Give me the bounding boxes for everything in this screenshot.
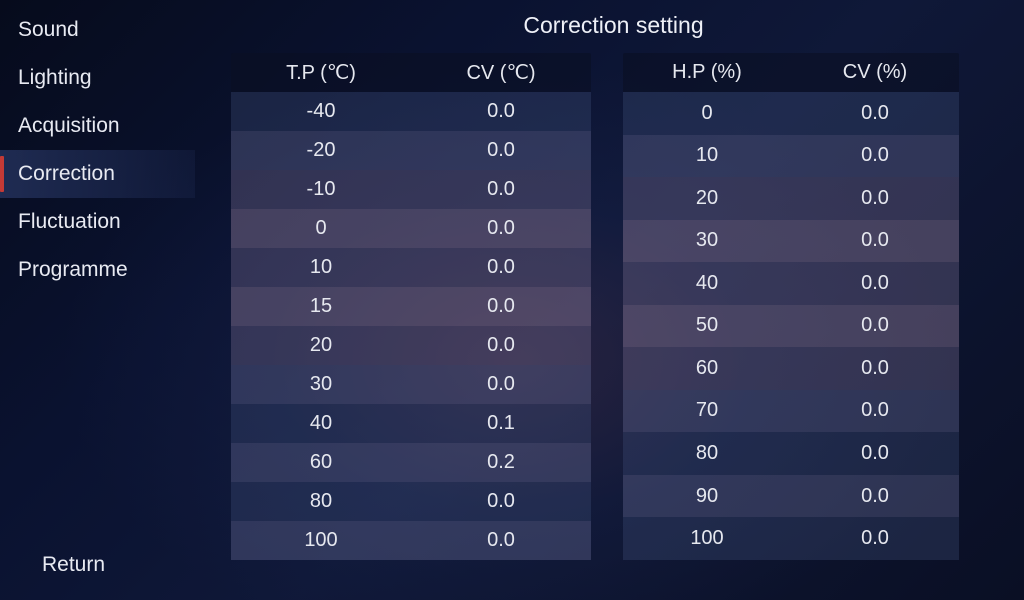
table-cell[interactable]: 10 [231,248,411,287]
table-cell[interactable]: 50 [623,305,791,348]
sidebar-item-label: Lighting [18,66,92,89]
table-cell[interactable]: 0.0 [791,347,959,390]
table-cell[interactable]: 0.0 [791,92,959,135]
table-cell[interactable]: 0.0 [791,220,959,263]
humidity-table: H.P (%) CV (%) 00.0100.0200.0300.0400.05… [623,53,959,560]
table-row[interactable]: 200.0 [231,326,591,365]
table-cell[interactable]: -20 [231,131,411,170]
table-row[interactable]: 150.0 [231,287,591,326]
return-wrap: Return [0,530,195,600]
sidebar-item-sound[interactable]: Sound [0,6,195,54]
table-cell[interactable]: 40 [231,404,411,443]
sidebar-item-correction[interactable]: Correction [0,150,195,198]
sidebar-item-label: Acquisition [18,114,120,137]
table-cell[interactable]: 0.0 [791,390,959,433]
table-cell[interactable]: 30 [231,365,411,404]
table-cell[interactable]: 0.2 [411,443,591,482]
table-cell[interactable]: 20 [231,326,411,365]
sidebar-item-lighting[interactable]: Lighting [0,54,195,102]
table-cell[interactable]: -40 [231,92,411,131]
table-row[interactable]: 600.2 [231,443,591,482]
table-row[interactable]: -400.0 [231,92,591,131]
table-cell[interactable]: 0.0 [411,209,591,248]
table-row[interactable]: 200.0 [623,177,959,220]
return-button[interactable]: Return [42,553,105,577]
table-cell[interactable]: 40 [623,262,791,305]
table-cell[interactable]: 0.0 [791,135,959,178]
table-cell[interactable]: 0.0 [411,92,591,131]
table-cell[interactable]: 60 [231,443,411,482]
table-cell[interactable]: 0.1 [411,404,591,443]
table-row[interactable]: 1000.0 [623,517,959,560]
table-row[interactable]: -200.0 [231,131,591,170]
table-row[interactable]: 400.1 [231,404,591,443]
sidebar-item-label: Fluctuation [18,210,121,233]
sidebar-item-programme[interactable]: Programme [0,246,195,294]
table-cell[interactable]: 0.0 [791,517,959,560]
sidebar-item-label: Correction [18,162,115,185]
table-cell[interactable]: 80 [623,432,791,475]
table-cell[interactable]: 0.0 [791,475,959,518]
table-cell[interactable]: 0.0 [791,432,959,475]
table-row[interactable]: 500.0 [623,305,959,348]
table-row[interactable]: 600.0 [623,347,959,390]
table-row[interactable]: 300.0 [623,220,959,263]
table-row[interactable]: 400.0 [623,262,959,305]
sidebar: Sound Lighting Acquisition Correction Fl… [0,0,195,600]
tables-wrap: T.P (℃) CV (℃) -400.0-200.0-100.000.0100… [231,53,996,560]
table-cell[interactable]: 0.0 [411,287,591,326]
table-row[interactable]: -100.0 [231,170,591,209]
temp-header-cv: CV (℃) [411,53,591,92]
sidebar-menu: Sound Lighting Acquisition Correction Fl… [0,6,195,530]
table-row[interactable]: 800.0 [623,432,959,475]
humidity-tbody: 00.0100.0200.0300.0400.0500.0600.0700.08… [623,92,959,560]
sidebar-item-label: Programme [18,258,128,281]
table-row[interactable]: 100.0 [623,135,959,178]
table-cell[interactable]: 0.0 [411,131,591,170]
table-cell[interactable]: 0.0 [791,262,959,305]
table-cell[interactable]: 20 [623,177,791,220]
table-cell[interactable]: 0.0 [411,521,591,560]
table-cell[interactable]: 0.0 [411,365,591,404]
table-cell[interactable]: 0.0 [411,170,591,209]
table-cell[interactable]: 0.0 [791,177,959,220]
table-cell[interactable]: 0.0 [791,305,959,348]
sidebar-item-acquisition[interactable]: Acquisition [0,102,195,150]
table-row[interactable]: 00.0 [623,92,959,135]
table-cell[interactable]: 100 [623,517,791,560]
page-title: Correction setting [231,12,996,39]
temperature-table: T.P (℃) CV (℃) -400.0-200.0-100.000.0100… [231,53,591,560]
table-cell[interactable]: -10 [231,170,411,209]
table-row[interactable]: 100.0 [231,248,591,287]
main-panel: Correction setting T.P (℃) CV (℃) -400.0… [195,0,1024,600]
table-cell[interactable]: 0 [623,92,791,135]
table-row[interactable]: 00.0 [231,209,591,248]
sidebar-item-fluctuation[interactable]: Fluctuation [0,198,195,246]
table-row[interactable]: 700.0 [623,390,959,433]
temperature-tbody: -400.0-200.0-100.000.0100.0150.0200.0300… [231,92,591,560]
table-cell[interactable]: 0.0 [411,482,591,521]
table-row[interactable]: 1000.0 [231,521,591,560]
table-cell[interactable]: 70 [623,390,791,433]
table-cell[interactable]: 0.0 [411,326,591,365]
table-cell[interactable]: 0 [231,209,411,248]
table-cell[interactable]: 90 [623,475,791,518]
table-cell[interactable]: 100 [231,521,411,560]
hum-header-cv: CV (%) [791,53,959,92]
table-row[interactable]: 900.0 [623,475,959,518]
table-cell[interactable]: 80 [231,482,411,521]
table-cell[interactable]: 60 [623,347,791,390]
table-row[interactable]: 800.0 [231,482,591,521]
table-cell[interactable]: 10 [623,135,791,178]
table-cell[interactable]: 15 [231,287,411,326]
table-cell[interactable]: 0.0 [411,248,591,287]
table-cell[interactable]: 30 [623,220,791,263]
table-row[interactable]: 300.0 [231,365,591,404]
hum-header-hp: H.P (%) [623,53,791,92]
temp-header-tp: T.P (℃) [231,53,411,92]
sidebar-item-label: Sound [18,18,79,41]
